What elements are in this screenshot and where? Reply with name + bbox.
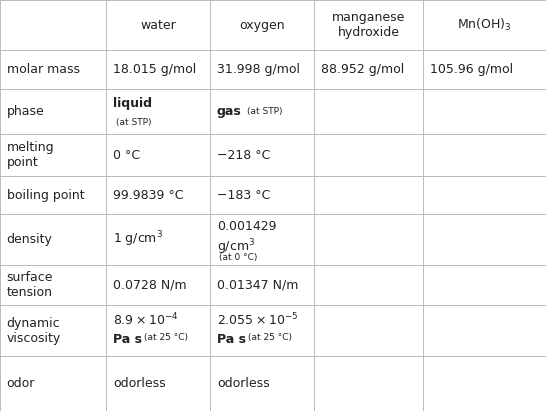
Text: Pa s: Pa s [113, 333, 142, 346]
Text: g/cm$^3$: g/cm$^3$ [217, 238, 255, 257]
Text: (at 25 °C): (at 25 °C) [144, 333, 188, 342]
Text: phase: phase [7, 105, 44, 118]
Text: odorless: odorless [113, 377, 165, 390]
Text: 105.96 g/mol: 105.96 g/mol [430, 63, 513, 76]
Text: 99.9839 °C: 99.9839 °C [113, 189, 183, 202]
Text: boiling point: boiling point [7, 189, 84, 202]
Text: density: density [7, 233, 52, 246]
Text: surface
tension: surface tension [7, 271, 53, 299]
Text: water: water [140, 18, 176, 32]
Text: (at STP): (at STP) [116, 118, 151, 127]
Text: 0.0728 N/m: 0.0728 N/m [113, 279, 187, 291]
Text: $2.055\times10^{-5}$: $2.055\times10^{-5}$ [217, 312, 298, 328]
Text: Mn(OH)$_3$: Mn(OH)$_3$ [457, 17, 512, 33]
Text: −218 °C: −218 °C [217, 149, 270, 162]
Text: −183 °C: −183 °C [217, 189, 270, 202]
Text: 88.952 g/mol: 88.952 g/mol [321, 63, 403, 76]
Text: (at 25 °C): (at 25 °C) [248, 333, 292, 342]
Text: Pa s: Pa s [217, 333, 246, 346]
Text: 0.01347 N/m: 0.01347 N/m [217, 279, 298, 291]
Text: (at STP): (at STP) [247, 107, 282, 116]
Text: 0 °C: 0 °C [113, 149, 140, 162]
Text: oxygen: oxygen [239, 18, 285, 32]
Text: manganese
hydroxide: manganese hydroxide [332, 11, 405, 39]
Text: 1 g/cm$^3$: 1 g/cm$^3$ [113, 230, 163, 249]
Text: gas: gas [217, 105, 241, 118]
Text: dynamic
viscosity: dynamic viscosity [7, 316, 61, 345]
Text: 0.001429: 0.001429 [217, 220, 276, 233]
Text: liquid: liquid [113, 97, 152, 110]
Text: (at 0 °C): (at 0 °C) [219, 253, 258, 262]
Text: 18.015 g/mol: 18.015 g/mol [113, 63, 196, 76]
Text: odorless: odorless [217, 377, 269, 390]
Text: 31.998 g/mol: 31.998 g/mol [217, 63, 300, 76]
Text: melting
point: melting point [7, 141, 54, 169]
Text: odor: odor [7, 377, 35, 390]
Text: $8.9\times10^{-4}$: $8.9\times10^{-4}$ [113, 312, 179, 328]
Text: molar mass: molar mass [7, 63, 80, 76]
